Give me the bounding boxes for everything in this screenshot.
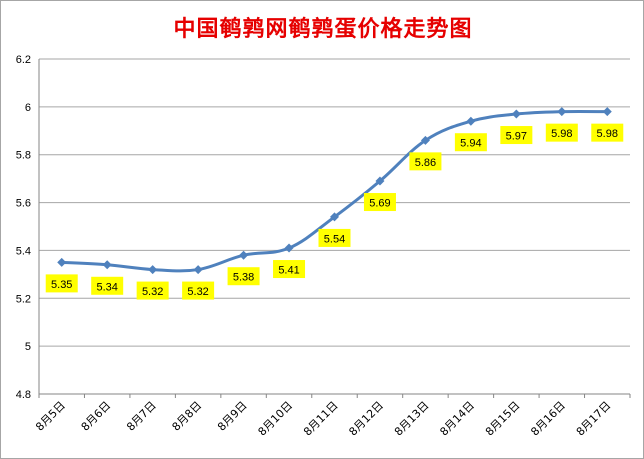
x-tick-label: 8月8日 [170,399,205,434]
data-label-bg [409,152,442,171]
data-label: 5.41 [278,265,299,277]
data-label-bg [227,267,260,286]
chart-title: 中国鹌鹑网鹌鹑蛋价格走势图 [173,16,473,42]
data-label: 5.54 [324,233,345,245]
y-tick-label: 5 [25,341,31,353]
data-label: 5.34 [96,281,117,293]
x-tick-label: 8月16日 [528,399,568,439]
data-label: 5.86 [415,157,436,169]
data-label-bg [591,123,624,142]
data-label-bg [500,126,533,145]
data-label-bg [91,276,124,295]
x-tick-label: 8月6日 [79,399,114,434]
data-point [193,265,203,275]
data-label: 5.35 [51,279,72,291]
x-tick-label: 8月12日 [346,399,386,439]
y-tick-label: 6 [25,102,31,114]
x-tick-label: 8月14日 [437,399,477,439]
data-label: 5.97 [506,131,527,143]
data-label-bg [273,260,306,279]
x-tick-label: 8月5日 [33,399,68,434]
data-point [330,212,339,222]
data-point [148,265,158,275]
data-label: 5.32 [187,286,208,298]
y-tick-label: 5.2 [16,293,31,305]
data-label-bg [45,274,78,293]
y-tick-label: 6.2 [16,54,31,66]
data-label: 5.69 [369,198,390,210]
y-tick-label: 4.8 [16,389,31,401]
data-label-bg [318,228,351,247]
data-label: 5.98 [551,128,572,140]
data-label: 5.38 [233,272,254,284]
data-label: 5.32 [142,286,163,298]
x-tick-label: 8月11日 [301,399,341,439]
data-label-bg [182,281,215,300]
data-point [466,116,476,126]
data-point [602,107,612,117]
data-label-bg [454,133,487,152]
x-tick-label: 8月15日 [483,399,523,439]
y-tick-label: 5.4 [16,245,31,257]
data-label-bg [136,281,169,300]
data-point [375,176,385,186]
data-point [239,250,249,260]
data-point [420,135,430,145]
data-label-bg [545,123,578,142]
x-tick-label: 8月9日 [215,399,250,434]
data-point [57,257,67,267]
data-point [557,107,567,117]
x-tick-label: 8月13日 [392,399,432,439]
data-label-bg [363,193,396,212]
y-tick-label: 5.6 [16,198,31,210]
data-point [511,109,521,119]
x-tick-label: 8月17日 [574,399,614,439]
data-label: 5.98 [597,128,618,140]
data-label: 5.94 [460,138,481,150]
data-point [102,260,112,270]
data-point [284,243,294,253]
x-tick-label: 8月7日 [124,399,159,434]
x-tick-label: 8月10日 [256,399,296,439]
y-tick-label: 5.8 [16,150,31,162]
